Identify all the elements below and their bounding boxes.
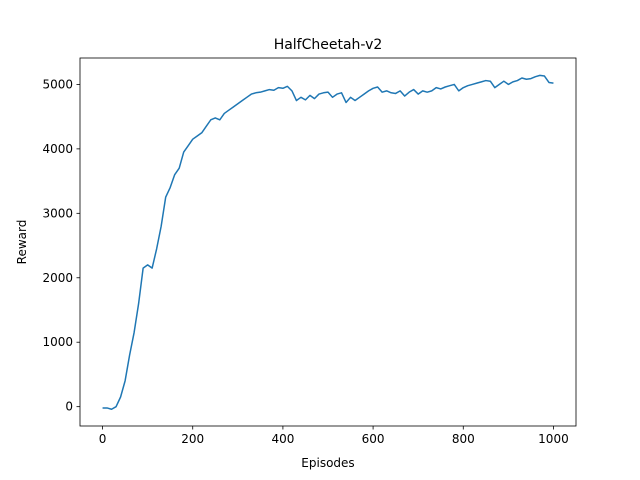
plot-frame — [79, 57, 577, 427]
y-tick-label: 2000 — [42, 271, 73, 285]
x-tick-label: 0 — [99, 432, 107, 446]
x-tick-label: 600 — [362, 432, 385, 446]
y-axis-label: Reward — [15, 220, 29, 265]
x-tick-label: 400 — [271, 432, 294, 446]
x-tick-label: 1000 — [538, 432, 569, 446]
y-tick-label: 5000 — [42, 77, 73, 91]
chart-title: HalfCheetah-v2 — [274, 37, 383, 53]
y-tick-label: 0 — [65, 400, 73, 414]
y-tick-label: 3000 — [42, 206, 73, 220]
x-tick-label: 800 — [452, 432, 475, 446]
y-tick-label: 4000 — [42, 142, 73, 156]
x-tick-label: 200 — [181, 432, 204, 446]
y-tick-label: 1000 — [42, 335, 73, 349]
data-line — [102, 74, 554, 410]
x-axis-label: Episodes — [301, 456, 354, 470]
